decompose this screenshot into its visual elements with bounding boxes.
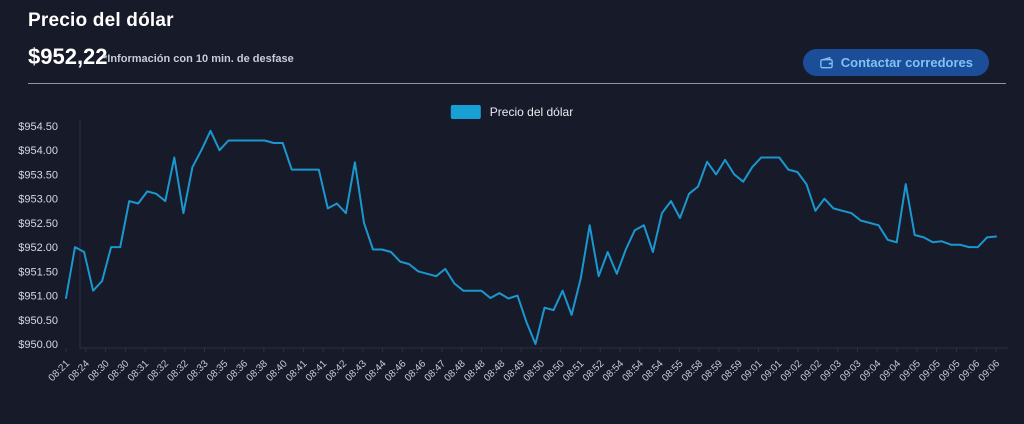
svg-text:08:50: 08:50: [522, 358, 548, 384]
svg-text:08:30: 08:30: [86, 358, 112, 384]
svg-text:09:06: 09:06: [977, 358, 1003, 384]
svg-text:09:01: 09:01: [739, 358, 765, 384]
svg-text:$950.00: $950.00: [18, 339, 58, 351]
svg-text:08:36: 08:36: [225, 358, 251, 384]
chart-legend[interactable]: Precio del dólar: [450, 105, 574, 119]
svg-text:09:06: 09:06: [957, 358, 983, 384]
svg-text:08:59: 08:59: [700, 358, 726, 384]
svg-text:08:48: 08:48: [462, 358, 488, 384]
svg-text:08:41: 08:41: [284, 358, 310, 384]
svg-text:08:50: 08:50: [541, 358, 567, 384]
svg-text:08:30: 08:30: [106, 358, 132, 384]
svg-text:$951.50: $951.50: [18, 266, 58, 278]
svg-text:$950.50: $950.50: [18, 315, 58, 327]
svg-text:08:54: 08:54: [601, 358, 627, 384]
svg-text:$952.50: $952.50: [18, 218, 58, 230]
svg-text:08:41: 08:41: [304, 358, 330, 384]
svg-text:09:03: 09:03: [838, 358, 864, 384]
svg-text:08:40: 08:40: [264, 358, 290, 384]
svg-text:08:46: 08:46: [383, 358, 409, 384]
price-chart: $954.50 $954.00 $953.50 $953.00 $952.50 $952.…: [0, 95, 1024, 424]
svg-text:08:33: 08:33: [185, 358, 211, 384]
svg-text:08:52: 08:52: [581, 358, 607, 384]
svg-text:08:44: 08:44: [363, 358, 389, 384]
svg-text:09:02: 09:02: [779, 358, 805, 384]
svg-text:09:03: 09:03: [818, 358, 844, 384]
svg-text:08:51: 08:51: [561, 358, 587, 384]
svg-text:09:05: 09:05: [897, 358, 923, 384]
delay-note: *Información con 10 min. de desfase: [103, 53, 294, 65]
svg-text:08:59: 08:59: [719, 358, 745, 384]
legend-swatch: [450, 105, 481, 119]
svg-text:08:32: 08:32: [146, 358, 172, 384]
svg-text:08:38: 08:38: [245, 358, 271, 384]
svg-text:08:32: 08:32: [165, 358, 191, 384]
svg-text:08:49: 08:49: [502, 358, 528, 384]
svg-text:08:48: 08:48: [442, 358, 468, 384]
page-title: Precio del dólar: [28, 10, 174, 31]
svg-text:$953.50: $953.50: [18, 169, 58, 181]
legend-label: Precio del dólar: [489, 105, 574, 119]
svg-text:$954.00: $954.00: [18, 145, 58, 157]
svg-text:08:42: 08:42: [324, 358, 350, 384]
header-divider: [28, 83, 1006, 84]
contact-brokers-label: Contactar corredores: [840, 55, 973, 70]
svg-text:08:48: 08:48: [482, 358, 508, 384]
svg-text:09:04: 09:04: [858, 358, 884, 384]
contact-brokers-button[interactable]: Contactar corredores: [802, 49, 989, 76]
svg-text:08:47: 08:47: [423, 358, 449, 384]
svg-text:08:58: 08:58: [680, 358, 706, 384]
svg-text:09:02: 09:02: [799, 358, 825, 384]
current-price: $952,22: [28, 44, 108, 69]
svg-text:08:31: 08:31: [126, 358, 152, 384]
svg-text:$954.50: $954.50: [18, 121, 58, 133]
svg-text:09:05: 09:05: [917, 358, 943, 384]
svg-text:08:21: 08:21: [47, 358, 73, 384]
svg-text:09:01: 09:01: [759, 358, 785, 384]
svg-text:08:24: 08:24: [66, 358, 92, 384]
svg-text:08:46: 08:46: [403, 358, 429, 384]
svg-text:08:55: 08:55: [660, 358, 686, 384]
svg-text:08:54: 08:54: [620, 358, 646, 384]
price-chart-svg: $954.50 $954.00 $953.50 $953.00 $952.50 $952.…: [18, 120, 1008, 384]
svg-text:$953.00: $953.00: [18, 194, 58, 206]
svg-text:08:43: 08:43: [343, 358, 369, 384]
svg-text:08:54: 08:54: [640, 358, 666, 384]
svg-text:$952.00: $952.00: [18, 242, 58, 254]
svg-text:09:04: 09:04: [878, 358, 904, 384]
svg-text:08:35: 08:35: [205, 358, 231, 384]
svg-text:09:05: 09:05: [937, 358, 963, 384]
svg-text:$951.00: $951.00: [18, 291, 58, 303]
wallet-icon: [819, 55, 834, 70]
